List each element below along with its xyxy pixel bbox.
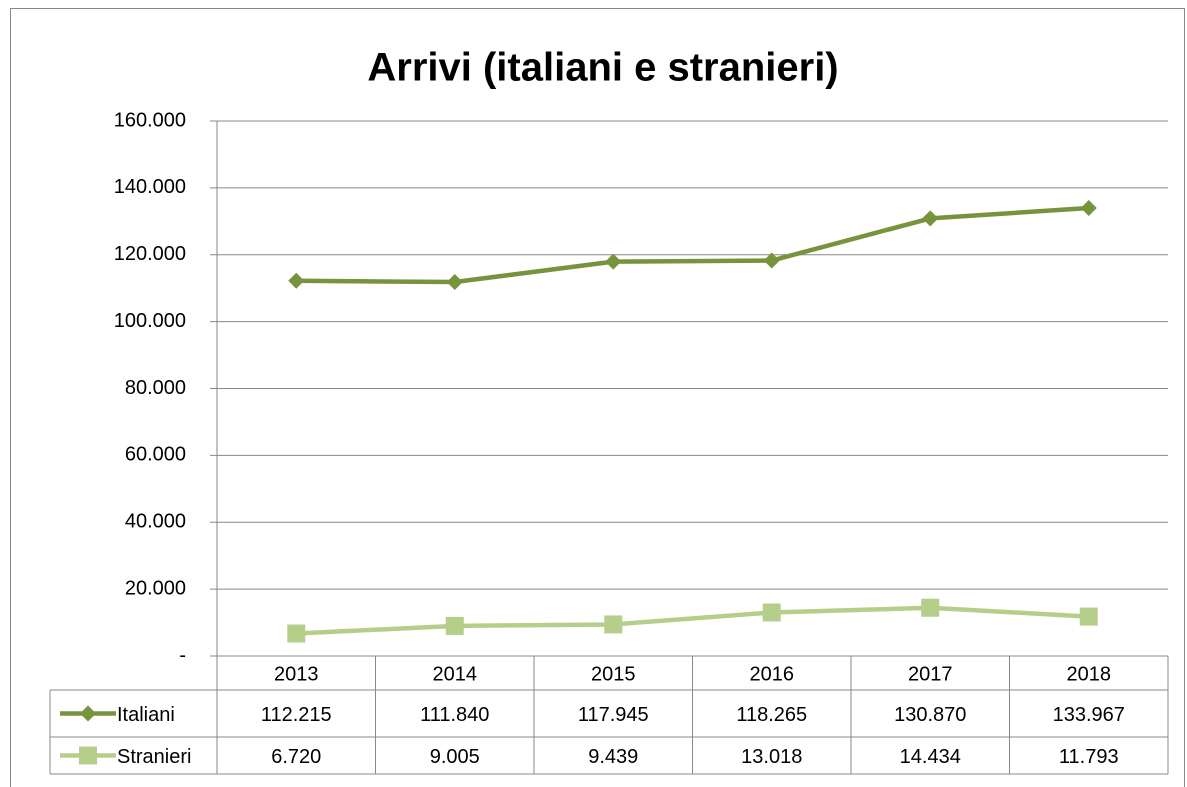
chart-border <box>10 8 1185 787</box>
table-value: 14.434 <box>900 746 961 768</box>
marker <box>763 252 780 269</box>
table-value: 9.439 <box>588 746 638 768</box>
series-line <box>296 605 1089 636</box>
table-value: 9.005 <box>430 746 480 768</box>
marker <box>1079 607 1098 626</box>
y-tick-label: 20.000 <box>125 577 186 599</box>
y-tick-label: - <box>179 644 186 666</box>
table-value: 118.265 <box>736 704 807 726</box>
chart-title: Arrivi (italiani e stranieri) <box>367 46 838 90</box>
y-tick-label: 100.000 <box>114 310 186 332</box>
y-tick-label: 40.000 <box>125 511 186 533</box>
table-value: 133.967 <box>1053 704 1125 726</box>
marker <box>605 253 622 270</box>
legend-label: Italiani <box>117 704 175 726</box>
y-tick-label: 140.000 <box>114 176 186 198</box>
series-line <box>296 205 1089 285</box>
marker <box>288 272 305 289</box>
marker <box>921 598 940 617</box>
marker <box>762 603 781 622</box>
table-value: 117.945 <box>578 704 649 726</box>
x-tick-label: 2016 <box>750 663 795 685</box>
marker <box>287 624 306 643</box>
legend-label: Stranieri <box>117 746 191 768</box>
table-value: 13.018 <box>741 746 802 768</box>
x-tick-label: 2014 <box>433 663 478 685</box>
table-value: 130.870 <box>894 704 966 726</box>
legend-marker <box>80 705 96 722</box>
x-tick-label: 2013 <box>274 663 319 685</box>
marker <box>922 210 939 227</box>
y-tick-label: 160.000 <box>114 109 186 131</box>
y-tick-label: 120.000 <box>114 243 186 265</box>
marker <box>1080 200 1097 217</box>
table-value: 11.793 <box>1059 746 1119 768</box>
table-value: 111.840 <box>420 704 489 726</box>
x-tick-label: 2018 <box>1067 663 1112 685</box>
marker <box>604 615 623 634</box>
table-value: 112.215 <box>261 704 332 726</box>
y-tick-label: 80.000 <box>125 377 186 399</box>
table-value: 6.720 <box>271 746 321 768</box>
y-tick-label: 60.000 <box>125 444 186 466</box>
marker <box>445 616 464 635</box>
marker <box>446 274 463 291</box>
legend-marker <box>79 746 97 765</box>
x-tick-label: 2017 <box>908 663 953 685</box>
x-tick-label: 2015 <box>591 663 636 685</box>
